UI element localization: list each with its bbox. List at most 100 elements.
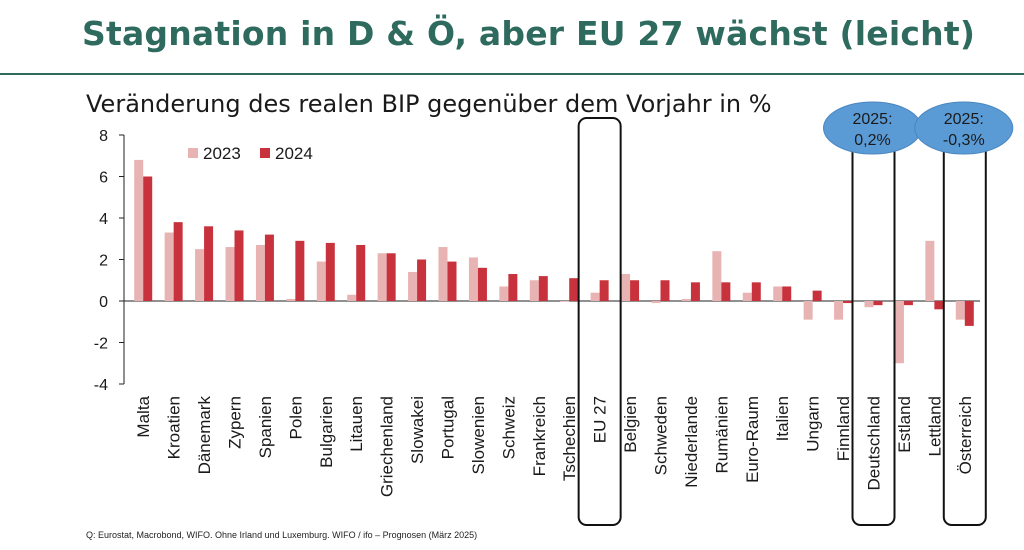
bar-2023 <box>377 253 387 301</box>
bar-2023 <box>681 298 691 301</box>
bar-2024 <box>264 234 274 301</box>
bar-2023 <box>286 298 296 301</box>
category-label: Polen <box>286 396 305 439</box>
category-label: Deutschland <box>865 396 884 491</box>
category-label: Lettland <box>925 396 944 457</box>
bar-2024 <box>447 261 457 301</box>
x-axis-labels: Malta Kroatien Dänemark Zypern Spanien Polen B… <box>134 395 975 497</box>
bar-2023 <box>316 261 326 301</box>
y-tick-label: 0 <box>99 294 108 311</box>
bar-2023 <box>864 301 874 308</box>
bar-2024 <box>234 230 244 301</box>
bar-2023 <box>225 247 235 301</box>
bar-2024 <box>569 278 579 301</box>
y-tick-label: -2 <box>94 336 108 353</box>
bar-2024 <box>477 267 487 301</box>
callout-line1: 2025: <box>944 111 984 128</box>
bar-2024 <box>843 301 853 304</box>
bar-2024 <box>173 222 183 301</box>
legend-label: 2023 <box>203 144 241 163</box>
callout-line2: 0,2% <box>854 132 890 149</box>
category-label: EU 27 <box>591 396 610 443</box>
bar-2024 <box>751 282 761 301</box>
bar-2023 <box>742 292 752 301</box>
bar-2024 <box>143 176 153 301</box>
category-label: Bulgarien <box>317 396 336 468</box>
bar-2023 <box>134 159 144 301</box>
legend-swatch <box>260 148 270 158</box>
category-label: Euro-Raum <box>743 396 762 483</box>
bar-2024 <box>417 259 427 301</box>
bar-2024 <box>325 242 335 301</box>
bar-2024 <box>812 290 822 301</box>
highlight-boxes <box>577 117 987 526</box>
bar-2023 <box>712 251 722 301</box>
bar-2023 <box>894 301 904 364</box>
category-label: Slowenien <box>469 396 488 474</box>
bar-2023 <box>651 301 661 304</box>
callout-line2: -0,3% <box>943 132 985 149</box>
bar-2023 <box>955 301 965 320</box>
category-label: Zypern <box>226 396 245 449</box>
bar-2024 <box>538 276 548 301</box>
category-label: Frankreich <box>530 396 549 476</box>
bar-2024 <box>630 280 640 301</box>
category-label: Malta <box>134 395 153 437</box>
bar-2024 <box>599 280 609 301</box>
y-tick-label: 4 <box>99 211 108 228</box>
bar-2023 <box>621 274 631 301</box>
bar-2024 <box>964 301 974 326</box>
category-label: Schweden <box>652 396 671 475</box>
bar-2024 <box>508 274 518 301</box>
category-label: Schweiz <box>499 396 518 459</box>
bar-2023 <box>925 240 935 301</box>
category-label: Finnland <box>834 396 853 461</box>
bar-2024 <box>903 301 913 306</box>
highlight-box <box>577 117 622 526</box>
page-title: Stagnation in D & Ö, aber EU 27 wächst (… <box>82 14 976 53</box>
legend-swatch <box>188 148 198 158</box>
bar-2023 <box>803 301 813 320</box>
bar-2023 <box>408 271 418 301</box>
bar-2024 <box>204 226 214 301</box>
bar-2024 <box>295 240 305 301</box>
bar-2023 <box>834 301 844 320</box>
bar-2024 <box>782 286 792 301</box>
category-label: Italien <box>773 396 792 441</box>
bar-2024 <box>386 253 396 301</box>
category-label: Rumänien <box>712 396 731 474</box>
category-label: Portugal <box>439 396 458 459</box>
legend: 2023 2024 <box>188 144 313 163</box>
bar-2024 <box>721 282 731 301</box>
category-label: Tschechien <box>560 396 579 481</box>
bar-2023 <box>468 257 478 301</box>
y-tick-label: 8 <box>99 128 108 145</box>
y-tick-label: 6 <box>99 170 108 187</box>
bar-2023 <box>347 294 357 301</box>
category-label: Estland <box>895 396 914 453</box>
title-divider <box>0 73 1024 75</box>
bar-2023 <box>590 292 600 301</box>
bar-2023 <box>499 286 509 301</box>
y-tick-label: 2 <box>99 253 108 270</box>
source-note: Q: Eurostat, Macrobond, WIFO. Ohne Irlan… <box>86 530 478 540</box>
bar-2023 <box>164 232 174 301</box>
category-label: Slowakei <box>408 396 427 464</box>
chart-title: Veränderung des realen BIP gegenüber dem… <box>86 90 772 118</box>
legend-label: 2024 <box>275 144 313 163</box>
callout-line1: 2025: <box>852 111 892 128</box>
bar-2024 <box>873 301 883 306</box>
category-label: Litauen <box>347 396 366 452</box>
category-label: Österreich <box>956 396 975 474</box>
bar-2023 <box>438 247 448 301</box>
category-label: Belgien <box>621 396 640 453</box>
category-label: Ungarn <box>804 396 823 452</box>
y-tick-label: -4 <box>94 377 108 394</box>
callout-bubble <box>914 101 1014 155</box>
bar-2023 <box>255 244 265 301</box>
bar-2024 <box>690 282 700 301</box>
bar-2023 <box>195 249 205 301</box>
category-label: Spanien <box>256 396 275 458</box>
category-label: Kroatien <box>165 396 184 459</box>
